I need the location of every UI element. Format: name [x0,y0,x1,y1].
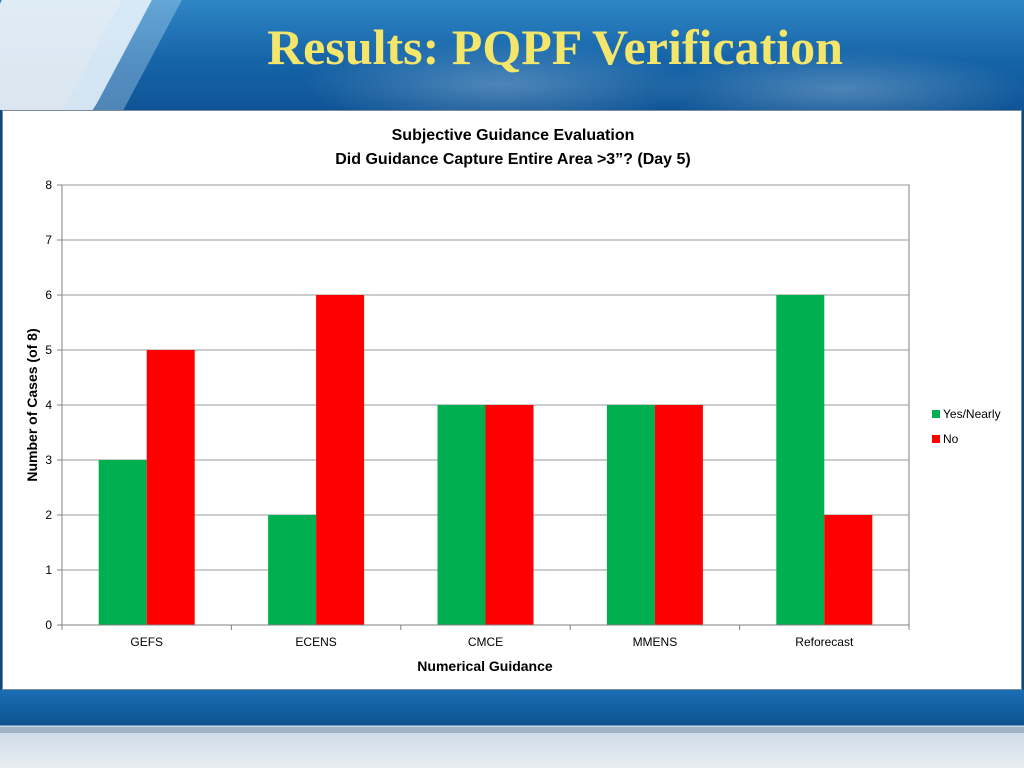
bar-chart: 0 1 2 3 4 5 6 7 8 GEFS ECENS CMCE MMENS Reforecast Su… [24,127,1001,674]
bar-yes-nearly-cmce [437,405,486,625]
y-tick-label: 2 [45,508,52,522]
bar-yes-nearly-mmens [606,405,655,625]
chart-subtitle: Did Guidance Capture Entire Area >3”? (D… [335,151,691,168]
y-tick-label: 7 [45,233,52,247]
legend-swatch [932,410,940,418]
x-tick-label: GEFS [130,635,163,649]
y-tick-label: 0 [45,618,52,632]
bar-yes-nearly-gefs [98,460,147,625]
bar-yes-nearly-ecens [268,515,317,625]
legend-swatch [932,435,940,443]
bar-no-gefs [146,350,195,625]
slide-title: Results: PQPF Verification [267,19,843,75]
chart-title: Subjective Guidance Evaluation [392,127,635,144]
y-tick-label: 5 [45,343,52,357]
y-tick-label: 4 [45,398,52,412]
legend-label: No [943,432,959,446]
y-tick-label: 3 [45,453,52,467]
y-axis-label: Number of Cases (of 8) [24,328,40,481]
x-axis-label: Numerical Guidance [417,658,553,674]
bar-no-mmens [654,405,703,625]
legend-label: Yes/Nearly [943,407,1001,421]
x-tick-label: MMENS [633,635,678,649]
bar-no-cmce [485,405,534,625]
bars [98,295,873,625]
x-tick-label: CMCE [468,635,503,649]
axes: 0 1 2 3 4 5 6 7 8 GEFS ECENS CMCE MMENS Reforecast [45,178,910,649]
bar-no-reforecast [824,515,873,625]
header-cloud [300,40,700,110]
chart-legend: Yes/Nearly No [932,407,1001,446]
y-tick-label: 6 [45,288,52,302]
x-tick-label: Reforecast [795,635,854,649]
slide-footer-stripe [0,727,1024,733]
y-tick-label: 8 [45,178,52,192]
chart-panel: 0 1 2 3 4 5 6 7 8 GEFS ECENS CMCE MMENS Reforecast Su… [2,110,1022,690]
header-cloud [650,50,1024,110]
x-tick-label: ECENS [295,635,336,649]
bar-no-ecens [316,295,365,625]
bar-yes-nearly-reforecast [776,295,825,625]
slide-header: Results: PQPF Verification [0,0,1024,110]
y-tick-label: 1 [45,563,52,577]
